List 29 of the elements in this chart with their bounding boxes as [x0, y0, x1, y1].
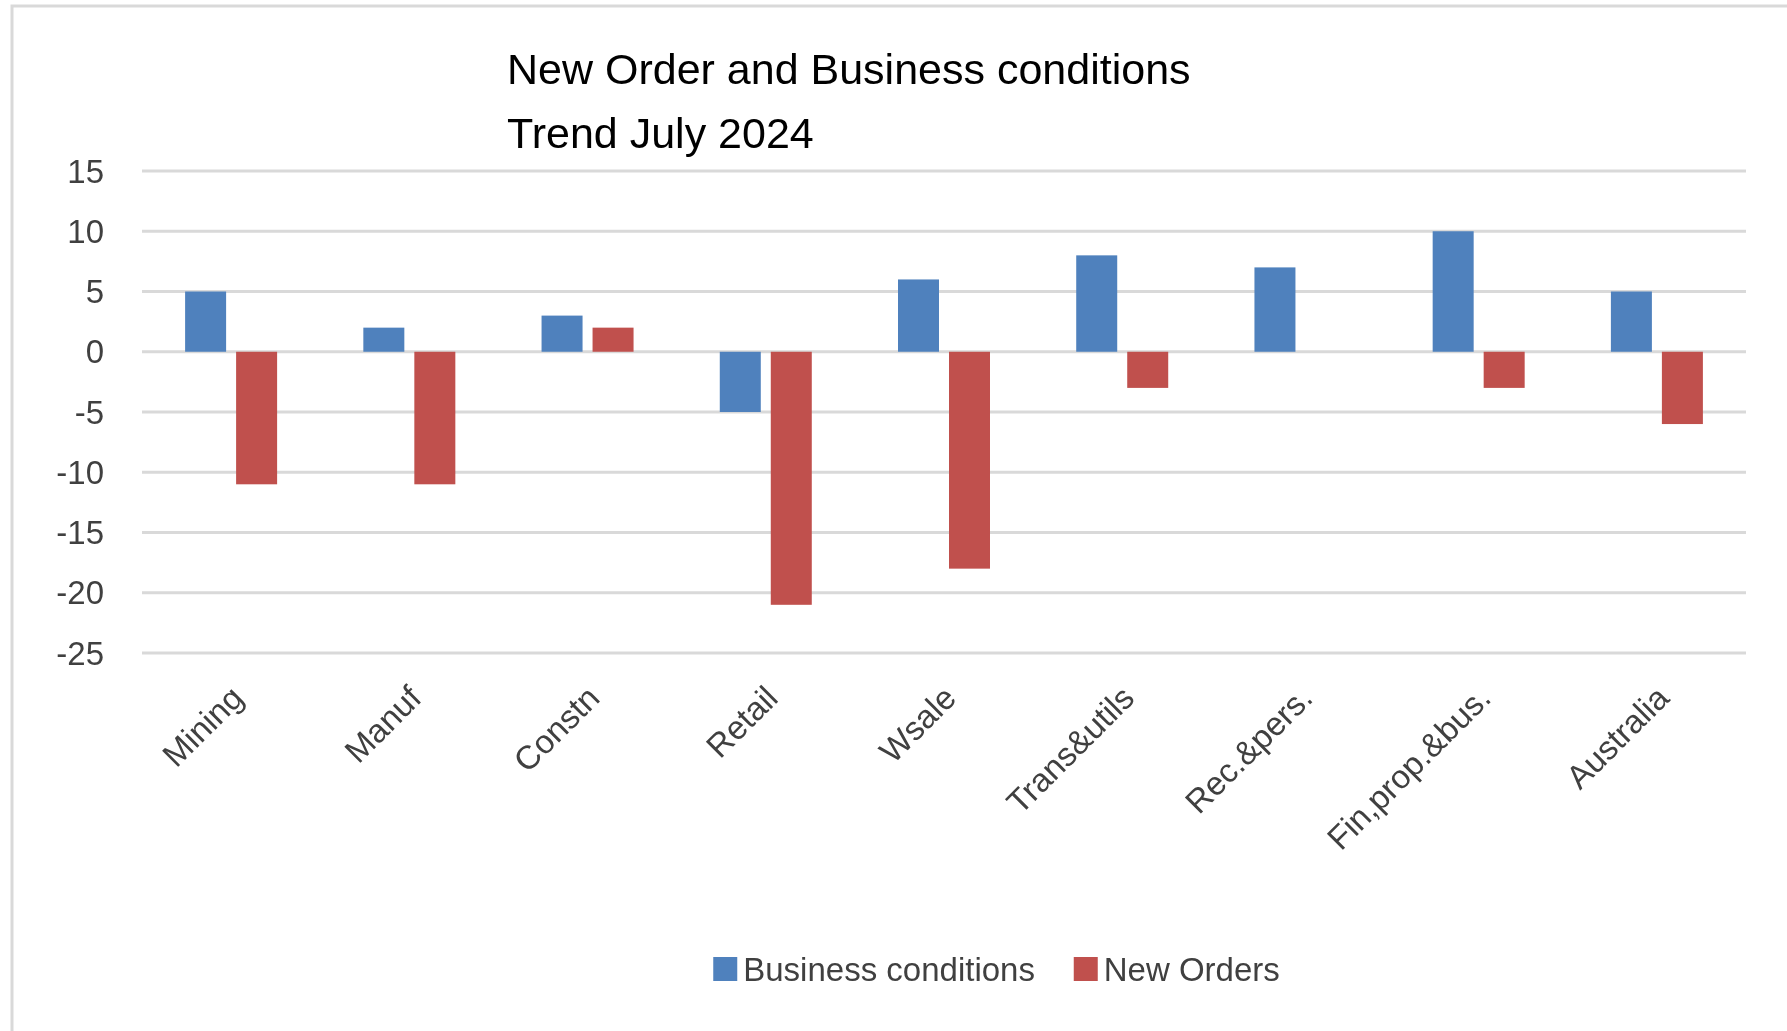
bar: [1254, 267, 1296, 352]
chart-title: New Order and Business conditions Trend July 2024: [507, 45, 1191, 157]
bar: [363, 327, 405, 352]
y-tick-label: -15: [56, 514, 104, 552]
bar: [949, 351, 990, 569]
bar: [1661, 351, 1703, 425]
bar: [185, 291, 227, 352]
y-tick-label: -10: [56, 453, 104, 491]
y-tick-label: 0: [85, 333, 104, 371]
legend-label: New Orders: [1103, 950, 1280, 988]
bar: [1432, 231, 1474, 352]
bar: [719, 351, 761, 412]
bar: [414, 351, 456, 485]
bar: [1610, 291, 1652, 352]
bar: [898, 279, 939, 352]
bar: [1483, 351, 1525, 388]
y-tick-label: -25: [56, 634, 104, 672]
legend-label: Business conditions: [743, 950, 1035, 988]
bar: [236, 351, 278, 485]
y-tick-label: -5: [74, 393, 104, 431]
y-tick-label: 15: [67, 152, 104, 190]
bar: [1127, 351, 1169, 388]
bar: [1076, 255, 1118, 352]
bar: [770, 351, 812, 605]
bar: [592, 327, 634, 352]
y-tick-label: 5: [85, 273, 104, 311]
y-tick-label: 10: [67, 212, 104, 250]
bar: [541, 315, 583, 352]
y-tick-label: -20: [56, 574, 104, 612]
